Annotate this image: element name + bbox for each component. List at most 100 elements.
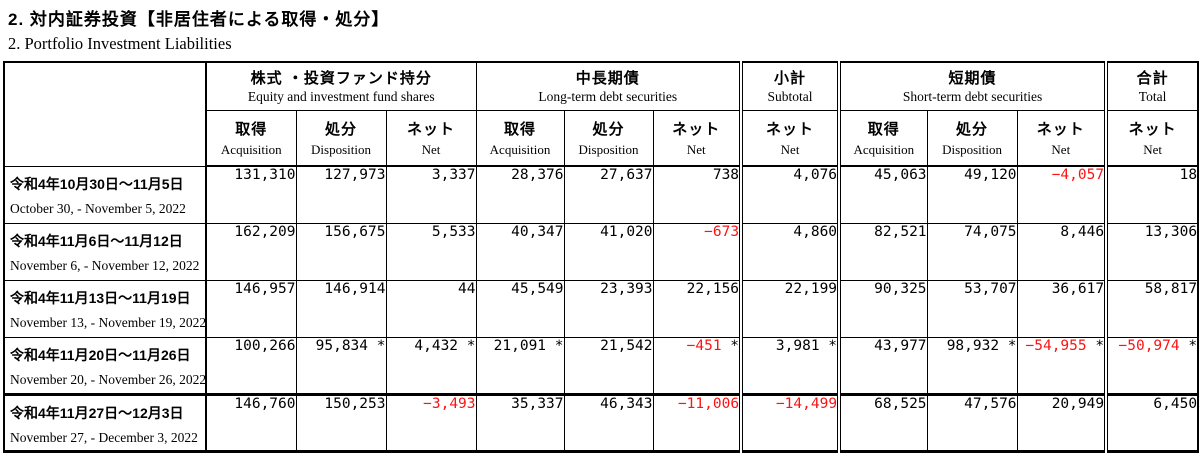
group-label-ja: 短期債 [948, 70, 997, 88]
value-number: −50,974 [1118, 337, 1180, 354]
table-row: 令和4年10月30日〜11月5日 October 30, - November 5… [3, 165, 1199, 224]
value-cell: 95,834 * [295, 336, 387, 395]
value-number: −14,499 [775, 395, 838, 412]
column-label-en: Net [1143, 141, 1162, 157]
value-cell: −14,499 [739, 392, 842, 453]
value-number: 44 [458, 280, 476, 297]
column-header-acquisition: 取得 Acquisition [475, 109, 565, 167]
value-number: 68,525 [874, 395, 927, 412]
value-cell: 41,020 [563, 222, 654, 281]
value-number: 41,020 [600, 223, 653, 240]
value-number: 21,542 [600, 337, 653, 354]
table-row: 令和4年11月6日〜11月12日 November 6, - November 1… [3, 222, 1199, 281]
column-label-ja: 取得 [504, 120, 537, 138]
column-label-en: Net [421, 141, 441, 157]
value-number: 20,949 [1051, 395, 1105, 412]
value-number: 45,063 [874, 167, 927, 183]
provisional-asterisk: * [999, 337, 1017, 354]
value-number: 13,306 [1144, 223, 1198, 240]
period-label-en: November 6, - November 12, 2022 [10, 257, 200, 273]
period-cell: 令和4年10月30日〜11月5日 October 30, - November 5… [3, 165, 207, 224]
column-label-ja: 処分 [956, 120, 989, 138]
value-cell: 4,860 [739, 222, 842, 281]
column-label-en: Acquisition [220, 141, 282, 157]
provisional-asterisk: * [721, 337, 740, 354]
value-number: 22,199 [784, 280, 838, 297]
value-cell: 5,533 [385, 222, 477, 281]
column-header-net: ネット Net [1104, 109, 1199, 167]
table-row: 令和4年11月27日〜12月3日 November 27, - December … [3, 392, 1199, 453]
period-label-ja: 令和4年11月13日〜11月19日 [10, 289, 191, 306]
value-cell: 3,337 [385, 165, 477, 224]
column-label-ja: 取得 [867, 120, 900, 138]
value-number: 40,347 [511, 223, 564, 240]
value-number: 3,981 [775, 337, 820, 354]
value-cell: 27,637 [563, 165, 654, 224]
value-cell: 23,393 [563, 279, 654, 338]
column-label-en: Disposition [578, 141, 639, 157]
value-cell: 21,091 * [475, 336, 565, 395]
value-cell: 36,617 [1016, 279, 1107, 338]
value-number: −451 [686, 337, 722, 354]
value-cell: 127,973 [295, 165, 387, 224]
page-title-ja: 2. 対内証券投資【非居住者による取得・処分】 [8, 10, 390, 29]
subheader-row: 取得 Acquisition 処分 Disposition ネット Net 取得 Acquis… [4, 109, 1199, 167]
value-cell: 22,199 [739, 279, 842, 338]
value-number: 150,253 [324, 395, 386, 412]
value-number: 18 [1179, 167, 1198, 183]
value-cell: 18 [1104, 165, 1199, 224]
value-number: 100,266 [234, 337, 296, 354]
value-cell: 35,337 [475, 392, 565, 453]
value-number: 146,760 [234, 395, 296, 412]
value-number: 146,914 [324, 280, 386, 297]
column-header-net: ネット Net [652, 109, 742, 167]
value-number: 8,446 [1060, 223, 1105, 240]
period-cell: 令和4年11月27日〜12月3日 November 27, - December … [3, 392, 207, 453]
value-cell: 8,446 [1016, 222, 1107, 281]
period-label-ja: 令和4年11月27日〜12月3日 [10, 404, 184, 421]
column-header-disposition: 処分 Disposition [295, 109, 387, 167]
value-cell: 20,949 [1016, 392, 1107, 453]
column-label-en: Acquisition [489, 141, 551, 157]
period-label-en: October 30, - November 5, 2022 [10, 200, 186, 216]
value-number: −54,955 [1025, 337, 1087, 354]
period-cell: 令和4年11月20日〜11月26日 November 20, - November… [3, 336, 207, 395]
value-cell: 82,521 [838, 222, 928, 281]
value-cell: 44 [385, 279, 477, 338]
value-number: 74,075 [964, 223, 1017, 240]
group-label-en: Short-term debt securities [902, 89, 1043, 105]
value-number: 131,310 [234, 167, 296, 183]
value-cell: −3,493 [385, 392, 477, 453]
value-number: 90,325 [874, 280, 927, 297]
period-cell: 令和4年11月6日〜11月12日 November 6, - November 1… [3, 222, 207, 281]
column-label-en: Net [1051, 141, 1071, 157]
value-cell: 53,707 [926, 279, 1018, 338]
column-label-en: Net [686, 141, 706, 157]
table-row: 令和4年11月13日〜11月19日 November 13, - November… [3, 279, 1199, 338]
period-label-ja: 令和4年10月30日〜11月5日 [10, 175, 184, 192]
column-header-disposition: 処分 Disposition [926, 109, 1018, 167]
column-label-ja: ネット [1036, 120, 1085, 138]
value-number: 3,337 [431, 167, 476, 183]
value-number: 49,120 [964, 167, 1017, 183]
group-label-en: Subtotal [767, 89, 813, 105]
column-label-en: Disposition [311, 141, 371, 157]
column-header-net: ネット Net [385, 109, 477, 167]
period-label-en: November 27, - December 3, 2022 [10, 429, 198, 445]
page-title-en: 2. Portfolio Investment Liabilities [8, 34, 232, 53]
page-header: 2. 対内証券投資【非居住者による取得・処分】 2. Portfolio Inv… [0, 0, 1200, 54]
value-number: 53,707 [964, 280, 1017, 297]
value-number: −4,057 [1051, 167, 1105, 183]
column-label-ja: ネット [672, 120, 721, 138]
period-label-ja: 令和4年11月20日〜11月26日 [10, 346, 191, 363]
period-label-ja: 令和4年11月6日〜11月12日 [10, 232, 183, 249]
column-header-disposition: 処分 Disposition [563, 109, 654, 167]
value-number: 4,076 [793, 167, 838, 183]
value-number: 162,209 [234, 223, 296, 240]
value-cell: 49,120 [926, 165, 1018, 224]
value-cell: 22,156 [652, 279, 742, 338]
value-number: 47,576 [964, 395, 1017, 412]
value-number: 22,156 [686, 280, 740, 297]
value-number: 146,957 [234, 280, 296, 297]
portfolio-investment-table: 株式 ・投資ファンド持分 Equity and investment fund … [3, 61, 1200, 453]
